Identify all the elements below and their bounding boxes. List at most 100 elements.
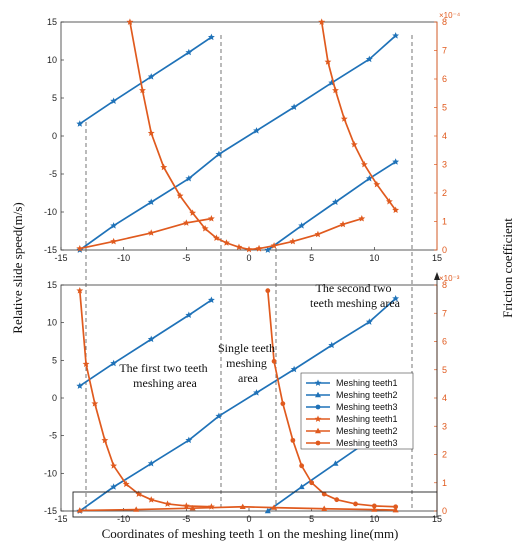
data-point-bottom-5 — [334, 497, 340, 503]
x-tick-label: 10 — [369, 253, 379, 263]
data-point-top-2 — [332, 198, 339, 206]
data-point-top-3 — [147, 229, 155, 236]
y-tick-label-right: 8 — [442, 280, 447, 290]
data-point-bottom-0 — [290, 365, 298, 373]
data-point-bottom-3 — [91, 400, 99, 407]
y-tick-label-right: 8 — [442, 17, 447, 27]
y-tick-label-right: 3 — [442, 160, 447, 170]
x-tick-label: -5 — [182, 253, 190, 263]
data-point-bottom-0 — [110, 483, 118, 490]
data-point-bottom-5 — [309, 480, 315, 486]
y-tick-label-right: 5 — [442, 103, 447, 113]
data-point-top-4 — [139, 86, 146, 94]
data-point-top-5 — [270, 242, 278, 249]
data-point-top-0 — [147, 73, 155, 80]
data-point-bottom-5 — [371, 503, 377, 509]
y-axis-label-left: Relative slide speed(m/s) — [10, 202, 25, 333]
right-axis-exponent: ×10⁻⁴ — [439, 11, 461, 20]
y-tick-label-right: 2 — [442, 188, 447, 198]
y-tick-label-left: -5 — [49, 431, 57, 441]
right-axis-exponent: ×10⁻³ — [439, 274, 460, 283]
data-point-top-4 — [245, 245, 253, 253]
data-point-bottom-4 — [271, 504, 278, 510]
data-point-bottom-0 — [185, 436, 193, 444]
data-point-bottom-3 — [76, 287, 84, 294]
y-tick-label-left: 0 — [52, 393, 57, 403]
data-point-bottom-5 — [393, 504, 399, 510]
y-tick-label-right: 6 — [442, 337, 447, 347]
data-point-top-2 — [392, 158, 400, 165]
dashed-guides — [85, 35, 413, 511]
series-line-top-2-0 — [267, 161, 397, 251]
data-point-bottom-0 — [76, 382, 84, 389]
series-line-bottom-4-0 — [79, 505, 396, 512]
data-point-bottom-0 — [215, 412, 223, 419]
data-point-top-6 — [373, 180, 381, 188]
data-point-top-0 — [110, 97, 118, 104]
data-point-bottom-0 — [110, 359, 118, 367]
data-point-top-4 — [235, 243, 243, 251]
data-point-top-6 — [392, 206, 400, 214]
data-point-top-1 — [110, 222, 118, 229]
y-tick-label-left: 15 — [47, 17, 57, 27]
x-tick-label: 0 — [246, 253, 251, 263]
series-line-bottom-3-0 — [78, 290, 212, 508]
legend-marker — [315, 427, 321, 434]
y-tick-label-left: 15 — [47, 280, 57, 290]
data-point-top-1 — [147, 198, 155, 206]
data-point-top-4 — [176, 192, 184, 199]
legend-marker — [314, 379, 322, 386]
data-point-bottom-5 — [271, 358, 277, 364]
data-point-bottom-0 — [392, 294, 400, 302]
y-tick-label-left: 5 — [52, 355, 57, 365]
y-tick-label-left: -15 — [44, 245, 57, 255]
data-point-bottom-1 — [264, 507, 271, 514]
legend-marker — [315, 391, 321, 398]
data-point-bottom-5 — [265, 288, 271, 294]
y-tick-label-right: 4 — [442, 393, 447, 403]
x-axis-label: Coordinates of meshing teeth 1 on the me… — [102, 526, 399, 541]
series-line-top-3-0 — [79, 217, 212, 250]
y-tick-label-left: 10 — [47, 55, 57, 65]
data-point-top-1 — [392, 32, 400, 39]
data-point-top-1 — [290, 103, 298, 111]
data-point-top-4 — [212, 234, 220, 241]
data-point-top-5 — [339, 220, 347, 228]
data-point-top-5 — [289, 237, 297, 245]
legend: Meshing teeth1 Meshing teeth2 Meshing teet… — [300, 372, 414, 450]
data-point-bottom-5 — [321, 491, 327, 497]
data-point-top-6 — [385, 197, 393, 205]
annotation-first-two: The first two teeth meshing area — [119, 361, 210, 390]
data-point-bottom-3 — [182, 502, 190, 509]
data-point-top-2 — [365, 174, 373, 182]
x-tick-label: 0 — [246, 514, 251, 524]
data-point-bottom-5 — [299, 463, 305, 469]
y-tick-label-right: 1 — [442, 478, 447, 488]
data-point-top-6 — [350, 140, 358, 148]
data-point-bottom-5 — [280, 401, 286, 407]
y-tick-label-right: 2 — [442, 450, 447, 460]
data-point-top-4 — [189, 209, 197, 216]
top-plot: -15 -10 -5 0 5 10 15-15-10-5051015012345678×10… — [44, 11, 461, 263]
y-tick-label-right: 6 — [442, 74, 447, 84]
data-point-bottom-1 — [332, 460, 339, 466]
data-point-bottom-0 — [253, 389, 260, 396]
y-tick-label-right: 0 — [442, 506, 447, 516]
data-point-bottom-4 — [371, 506, 378, 512]
data-point-top-3 — [76, 244, 84, 252]
data-point-bottom-0 — [185, 311, 193, 319]
legend-label: Meshing teeth2 — [336, 390, 398, 400]
y-tick-label-right: 7 — [442, 46, 447, 56]
x-tick-label: -10 — [117, 253, 130, 263]
annotation-single: Single teeth meshing area — [218, 341, 278, 385]
data-point-bottom-5 — [353, 501, 358, 507]
y-tick-label-right: 7 — [442, 308, 447, 318]
data-point-bottom-3 — [207, 503, 215, 510]
legend-marker — [314, 415, 322, 422]
y-tick-label-left: -15 — [44, 506, 57, 516]
y-tick-label-right: 0 — [442, 245, 447, 255]
data-point-top-2 — [298, 222, 306, 229]
data-point-top-3 — [207, 215, 215, 222]
legend-marker — [315, 440, 321, 446]
x-tick-label: -15 — [54, 253, 67, 263]
